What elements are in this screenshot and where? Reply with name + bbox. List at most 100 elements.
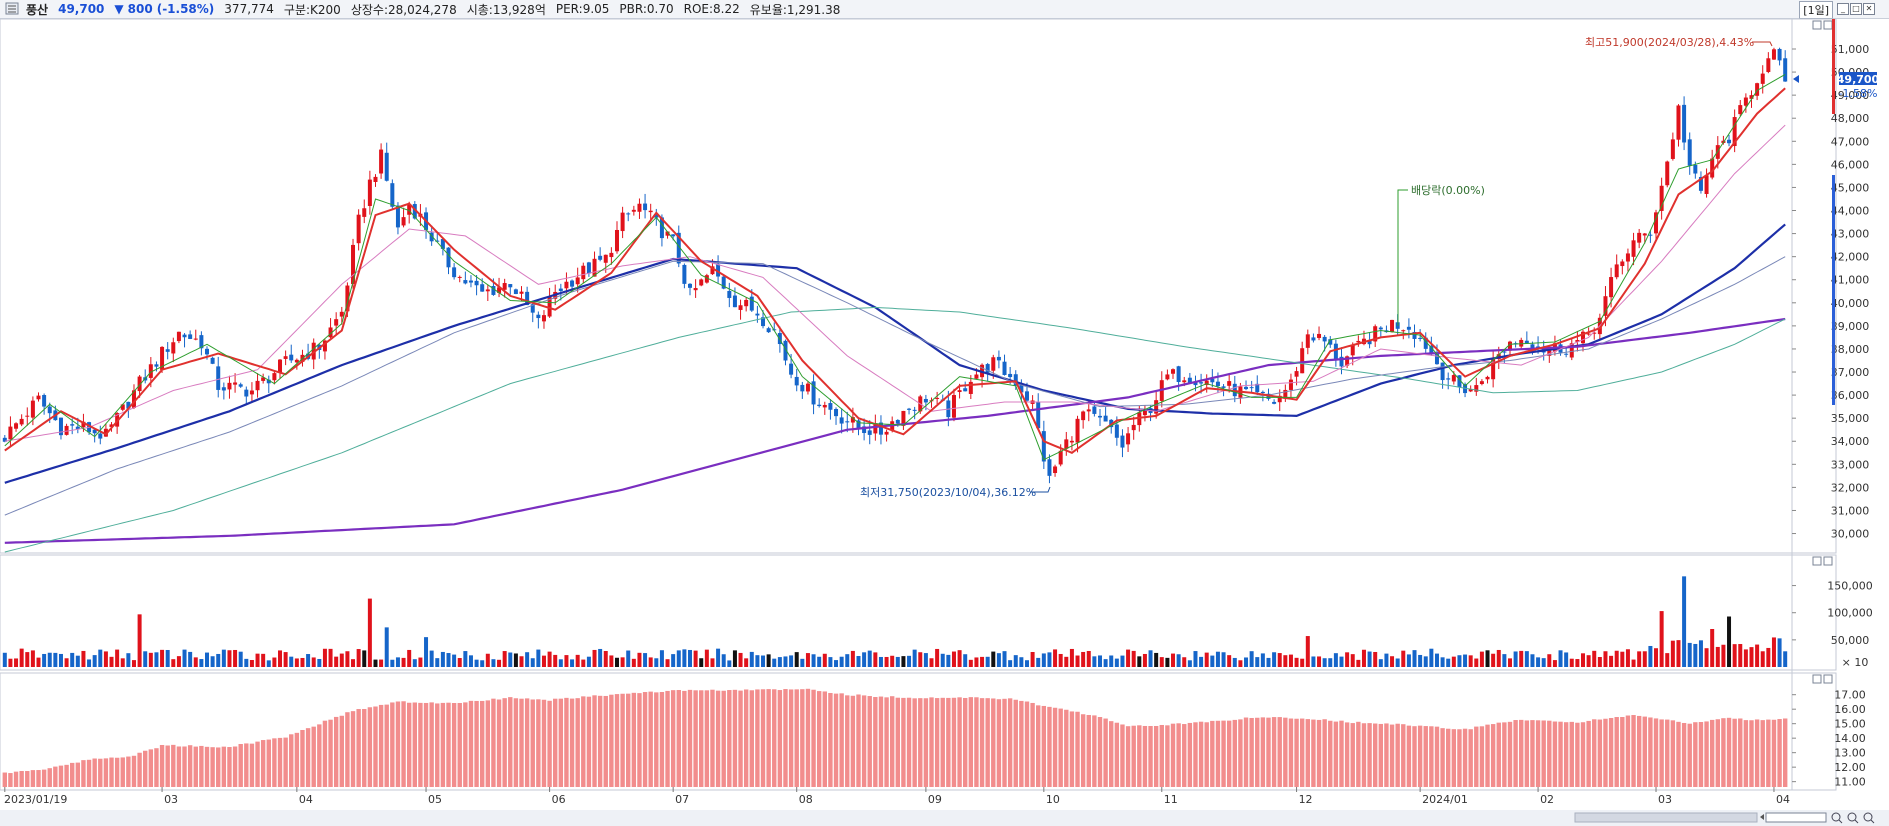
candle-body xyxy=(676,232,681,264)
period-selector[interactable]: [1일] xyxy=(1799,1,1833,19)
foreign-bar xyxy=(873,697,878,787)
candle-body xyxy=(1238,386,1243,398)
volume-bar xyxy=(1199,656,1204,667)
foreign-bar xyxy=(1603,718,1608,787)
candle-body xyxy=(648,210,653,213)
volume-bar xyxy=(884,656,889,667)
candle-body xyxy=(1322,336,1327,342)
foreign-bar xyxy=(1401,724,1406,787)
foreign-bar xyxy=(1513,720,1518,787)
candle-body xyxy=(1260,391,1265,394)
foreign-bar xyxy=(86,759,92,787)
foreign-bar xyxy=(687,689,693,787)
maximize-button[interactable]: □ xyxy=(1850,3,1862,15)
candle-body xyxy=(614,229,619,252)
volume-bar xyxy=(1367,651,1372,667)
candle-body xyxy=(1159,380,1164,401)
foreign-bar xyxy=(1019,700,1024,787)
candle-body xyxy=(491,286,496,295)
candle-body xyxy=(547,296,552,317)
zoom-slider[interactable] xyxy=(1765,812,1827,823)
ma-legend-5: 5 xyxy=(68,22,76,35)
foreign-bar xyxy=(440,702,446,787)
y-tick-label: 45,000 xyxy=(1831,181,1870,194)
volume-bar xyxy=(1019,657,1024,667)
panel-close-button[interactable] xyxy=(1823,556,1833,566)
foreign-bar xyxy=(553,698,558,787)
foreign-bar xyxy=(1215,720,1221,787)
candle-body xyxy=(25,415,30,417)
panel-close-button[interactable] xyxy=(1823,20,1833,30)
candle-body xyxy=(873,423,878,434)
candle-body xyxy=(536,314,541,319)
y-tick-label: 40,000 xyxy=(1831,297,1870,310)
candle-body xyxy=(530,304,535,313)
candle-body xyxy=(199,335,204,349)
close-button[interactable]: ✕ xyxy=(1863,3,1875,15)
candle-body xyxy=(339,311,344,317)
foreign-bar xyxy=(878,696,884,787)
volume-bar xyxy=(688,649,693,667)
candle-body xyxy=(1081,411,1086,421)
scroll-left-icon[interactable] xyxy=(1760,814,1764,820)
volume-bar xyxy=(1687,642,1692,667)
candle-body xyxy=(586,262,591,274)
candle-body xyxy=(1064,439,1069,449)
candle-body xyxy=(42,395,47,407)
foreign-bar xyxy=(120,757,125,787)
foreign-bar xyxy=(912,698,917,787)
settings-icon[interactable] xyxy=(5,2,19,15)
panel-maximize-button[interactable] xyxy=(1812,556,1822,566)
panel-maximize-button[interactable] xyxy=(1812,20,1822,30)
candle-body xyxy=(345,285,350,312)
zoom-out-icon[interactable] xyxy=(1831,812,1841,822)
volume-bar xyxy=(1451,656,1456,667)
volume-bar xyxy=(721,654,726,667)
x-tick-label: 02 xyxy=(1540,793,1554,806)
candle-body xyxy=(1367,340,1372,345)
volume-bar xyxy=(199,659,204,667)
volume-bar xyxy=(789,655,794,667)
candle-body xyxy=(1300,348,1305,374)
volume-bar xyxy=(918,652,923,667)
volume-bar xyxy=(1547,654,1552,667)
volume-bar xyxy=(558,659,563,667)
candle-body xyxy=(1631,240,1636,257)
minimize-button[interactable]: _ xyxy=(1837,3,1849,15)
volume-legend: ▮거래량 xyxy=(4,560,41,573)
zoom-in-icon[interactable] xyxy=(1847,812,1857,822)
foreign-bar xyxy=(1642,716,1647,787)
foreign-bar xyxy=(1153,725,1159,787)
volume-bar xyxy=(1373,651,1378,667)
volume-bar xyxy=(811,654,816,667)
volume-bar xyxy=(609,655,614,667)
last-price-label: 49,700 xyxy=(1837,73,1880,86)
foreign-bar xyxy=(384,704,389,787)
candle-body xyxy=(1008,373,1013,378)
foreign-bar xyxy=(743,689,749,787)
volume-bar xyxy=(1603,651,1608,667)
volume-bar xyxy=(502,651,507,667)
foreign-bar xyxy=(1176,723,1181,787)
foreign-bar xyxy=(710,689,715,787)
scrollbar-thumb[interactable] xyxy=(1574,812,1758,823)
candle-body xyxy=(1755,83,1760,96)
candle-body xyxy=(1092,406,1097,414)
foreign-bar xyxy=(210,747,215,787)
y-tick-label: 37,000 xyxy=(1831,366,1870,379)
volume-bar xyxy=(659,650,664,667)
volume-bar xyxy=(233,649,238,667)
volume-bar xyxy=(1412,650,1417,667)
candle-body xyxy=(1440,362,1445,381)
panel-close-button[interactable] xyxy=(1823,674,1833,684)
volume-bar xyxy=(244,658,249,667)
candle-body xyxy=(390,183,395,207)
panel-maximize-button[interactable] xyxy=(1812,674,1822,684)
candle-body xyxy=(14,423,19,429)
foreign-bar xyxy=(1760,720,1765,787)
foreign-bar xyxy=(1687,723,1692,787)
foreign-bar xyxy=(1457,729,1462,787)
candle-body xyxy=(452,267,457,278)
zoom-reset-icon[interactable] xyxy=(1863,812,1873,822)
